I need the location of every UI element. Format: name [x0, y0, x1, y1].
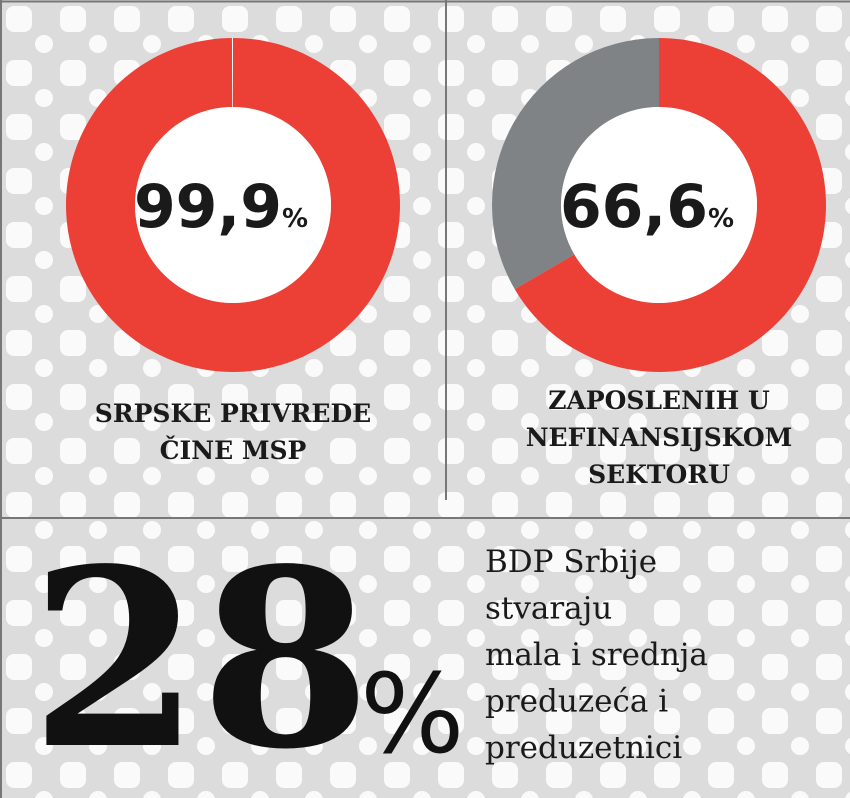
caption-line: ČINE MSP [160, 436, 307, 465]
text-line: mala i srednja [485, 637, 708, 673]
highlight-text: BDP Srbije stvaraju mala i srednja preduzeć… [485, 544, 708, 766]
text-line: BDP Srbije [485, 544, 657, 580]
center-value: 99,9 [134, 172, 282, 242]
donut-slice [65, 38, 400, 372]
charts: 99,9% SRPSKE PRIVREDE ČINE MSP 66,6% ZAPOSLE… [65, 38, 827, 489]
center-unit: % [708, 204, 734, 234]
center-label: 99,9% [134, 172, 308, 242]
donut-slice [514, 38, 827, 372]
text-line: stvaraju [485, 591, 612, 627]
caption-line: SEKTORU [588, 460, 730, 489]
donut-slice [492, 38, 659, 290]
highlight-unit: % [360, 650, 465, 778]
center-label: 66,6% [560, 172, 734, 242]
caption-line: SRPSKE PRIVREDE [95, 399, 371, 428]
text-line: preduzeća i [485, 684, 668, 720]
center-unit: % [282, 204, 308, 234]
caption-line: ZAPOSLENIH U [548, 386, 770, 415]
highlight-value: 28 [30, 515, 371, 798]
text-line: preduzetnici [485, 730, 682, 766]
donut-hole [561, 107, 757, 303]
center-value: 66,6 [560, 172, 708, 242]
caption-line: NEFINANSIJSKOM [526, 423, 793, 452]
donut-hole [135, 107, 331, 303]
donut-slice [231, 38, 233, 108]
